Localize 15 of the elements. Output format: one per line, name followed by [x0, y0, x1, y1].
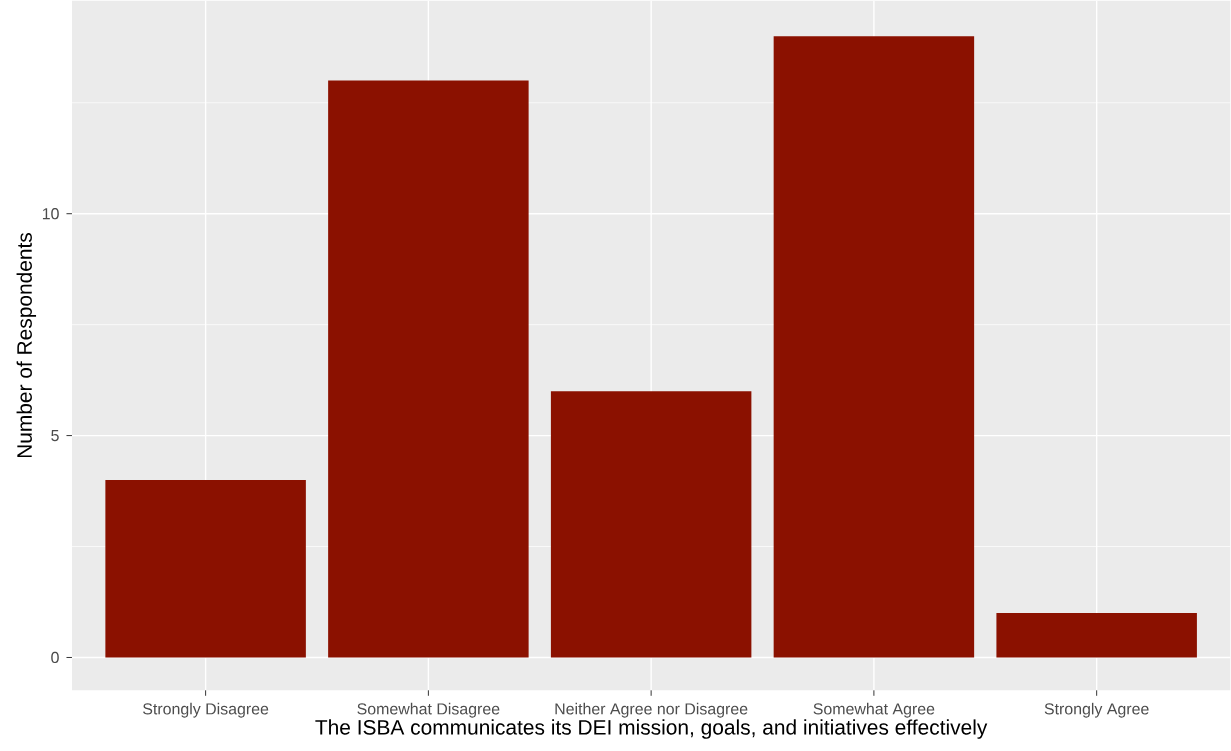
y-axis-title: Number of Respondents	[16, 232, 37, 457]
bar	[105, 479, 306, 658]
y-tick-label: 10	[42, 207, 59, 220]
bar	[773, 36, 975, 658]
bar	[328, 80, 529, 658]
x-axis-title: The ISBA communicates its DEI mission, goals, and initiatives effectively	[315, 719, 988, 739]
bar	[550, 391, 752, 658]
x-tick-label: Neither Agree nor Disagree	[555, 702, 748, 718]
bar	[996, 612, 1197, 658]
y-tick-label: 0	[51, 651, 59, 663]
x-tick-label: Strongly Agree	[1044, 702, 1149, 718]
x-tick-label: Strongly Disagree	[143, 702, 269, 718]
x-tick-label: Somewhat Agree	[813, 702, 935, 718]
y-tick-label: 5	[51, 429, 59, 442]
x-tick-label: Somewhat Disagree	[357, 702, 500, 718]
